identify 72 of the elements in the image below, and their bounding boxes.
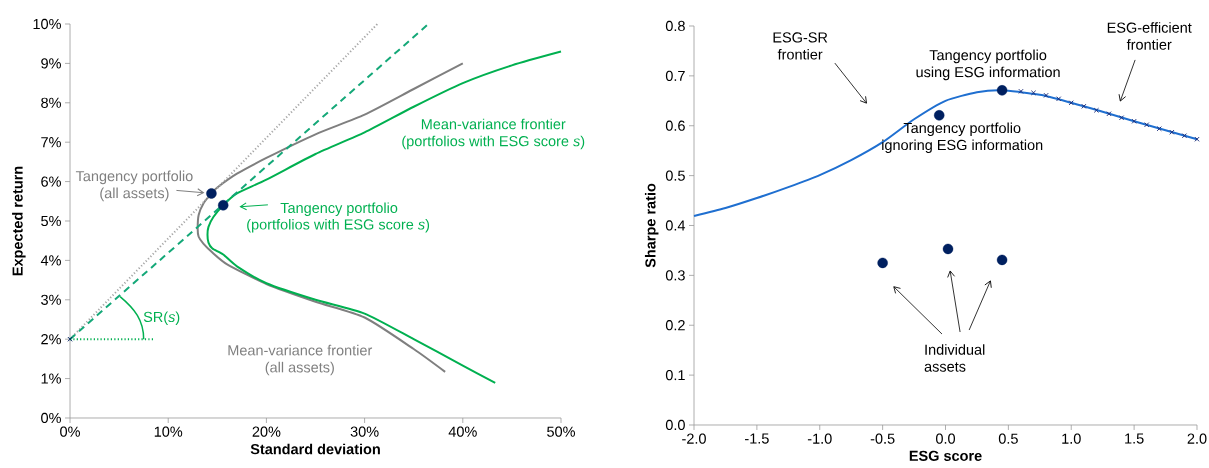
annotation: Tangency portfolio (all assets) bbox=[75, 170, 193, 202]
annotation: Mean-variance frontier (all assets) bbox=[228, 344, 373, 376]
point bbox=[1169, 129, 1175, 135]
point bbox=[1030, 90, 1037, 96]
annotation: Mean-variance frontier (portfolios with ESG score s) bbox=[402, 118, 585, 150]
annotation: SR(s) bbox=[143, 311, 180, 325]
y-axis-title: Sharpe ratio bbox=[644, 183, 659, 268]
x-tick-label: 0% bbox=[60, 426, 80, 437]
x-tick-label: -0.5 bbox=[870, 433, 895, 444]
x-tick-label: 10% bbox=[154, 426, 183, 437]
point bbox=[1018, 88, 1024, 94]
annotation: Tangency portfolio using ESG information bbox=[916, 49, 1060, 81]
y-axis-title: Expected return bbox=[12, 166, 26, 276]
y-tick-label: 9% bbox=[41, 58, 61, 69]
point bbox=[942, 243, 954, 255]
y-tick-label: 0.5 bbox=[665, 170, 685, 181]
annotation: ESG-efficient frontier bbox=[1107, 22, 1192, 50]
y-tick-label: 4% bbox=[40, 255, 61, 266]
point bbox=[1056, 96, 1062, 102]
y-tick-label: 6% bbox=[41, 176, 61, 187]
point bbox=[206, 188, 217, 199]
y-tick-label: 0% bbox=[41, 412, 61, 424]
point bbox=[934, 110, 945, 121]
x-tick-label: 50% bbox=[547, 426, 576, 437]
point bbox=[1144, 122, 1150, 128]
point bbox=[1131, 118, 1137, 124]
point bbox=[1043, 92, 1049, 98]
y-tick-label: 0.7 bbox=[665, 70, 685, 81]
point bbox=[996, 254, 1008, 266]
annotation: Tangency portfolio ignoring ESG information bbox=[882, 122, 1043, 153]
point bbox=[1068, 100, 1074, 106]
point bbox=[1093, 107, 1100, 113]
point bbox=[1156, 126, 1162, 132]
annotation: (portfolios with ESG score s) bbox=[247, 218, 430, 233]
annotation: Individual assets bbox=[924, 344, 985, 372]
y-tick-label: 2% bbox=[41, 334, 61, 345]
point bbox=[1118, 115, 1125, 121]
annotation: ESG-SR frontier bbox=[773, 32, 828, 60]
x-tick-label: -1.0 bbox=[807, 433, 832, 444]
x-tick-label: -1.5 bbox=[745, 433, 769, 444]
x-tick-label: 1.0 bbox=[1062, 433, 1081, 444]
point bbox=[67, 336, 73, 342]
x-tick-label: 40% bbox=[448, 426, 477, 437]
y-tick-label: 5% bbox=[41, 215, 61, 227]
point bbox=[1106, 111, 1112, 117]
point bbox=[218, 200, 229, 211]
point bbox=[877, 257, 888, 269]
point bbox=[1081, 103, 1087, 109]
x-tick-label: 30% bbox=[350, 426, 379, 437]
x-tick-label: 20% bbox=[252, 426, 281, 437]
point bbox=[1194, 136, 1200, 142]
y-tick-label: 0.2 bbox=[665, 320, 685, 331]
y-tick-label: 10% bbox=[33, 18, 61, 30]
x-tick-label: -2.0 bbox=[682, 433, 706, 444]
x-tick-label: 2.0 bbox=[1187, 433, 1207, 444]
point bbox=[1181, 133, 1188, 139]
y-tick-label: 0.1 bbox=[665, 369, 685, 381]
y-tick-label: 0.6 bbox=[665, 120, 685, 131]
x-tick-label: 0.5 bbox=[998, 433, 1018, 444]
point bbox=[996, 85, 1008, 96]
y-tick-label: 8% bbox=[41, 97, 61, 108]
y-tick-label: 0.4 bbox=[665, 220, 686, 231]
y-tick-label: 7% bbox=[41, 137, 61, 148]
y-tick-label: 0.8 bbox=[665, 20, 685, 32]
annotation: Tangency portfolio bbox=[280, 202, 398, 216]
x-tick-label: 0.0 bbox=[935, 433, 956, 444]
y-tick-label: 1% bbox=[41, 373, 61, 384]
x-axis-title: Standard deviation bbox=[250, 443, 380, 455]
x-tick-label: 1.5 bbox=[1125, 433, 1144, 444]
y-tick-label: 0.3 bbox=[665, 270, 685, 281]
x-axis-title: ESG score bbox=[909, 450, 982, 461]
y-tick-label: 3% bbox=[41, 294, 61, 305]
